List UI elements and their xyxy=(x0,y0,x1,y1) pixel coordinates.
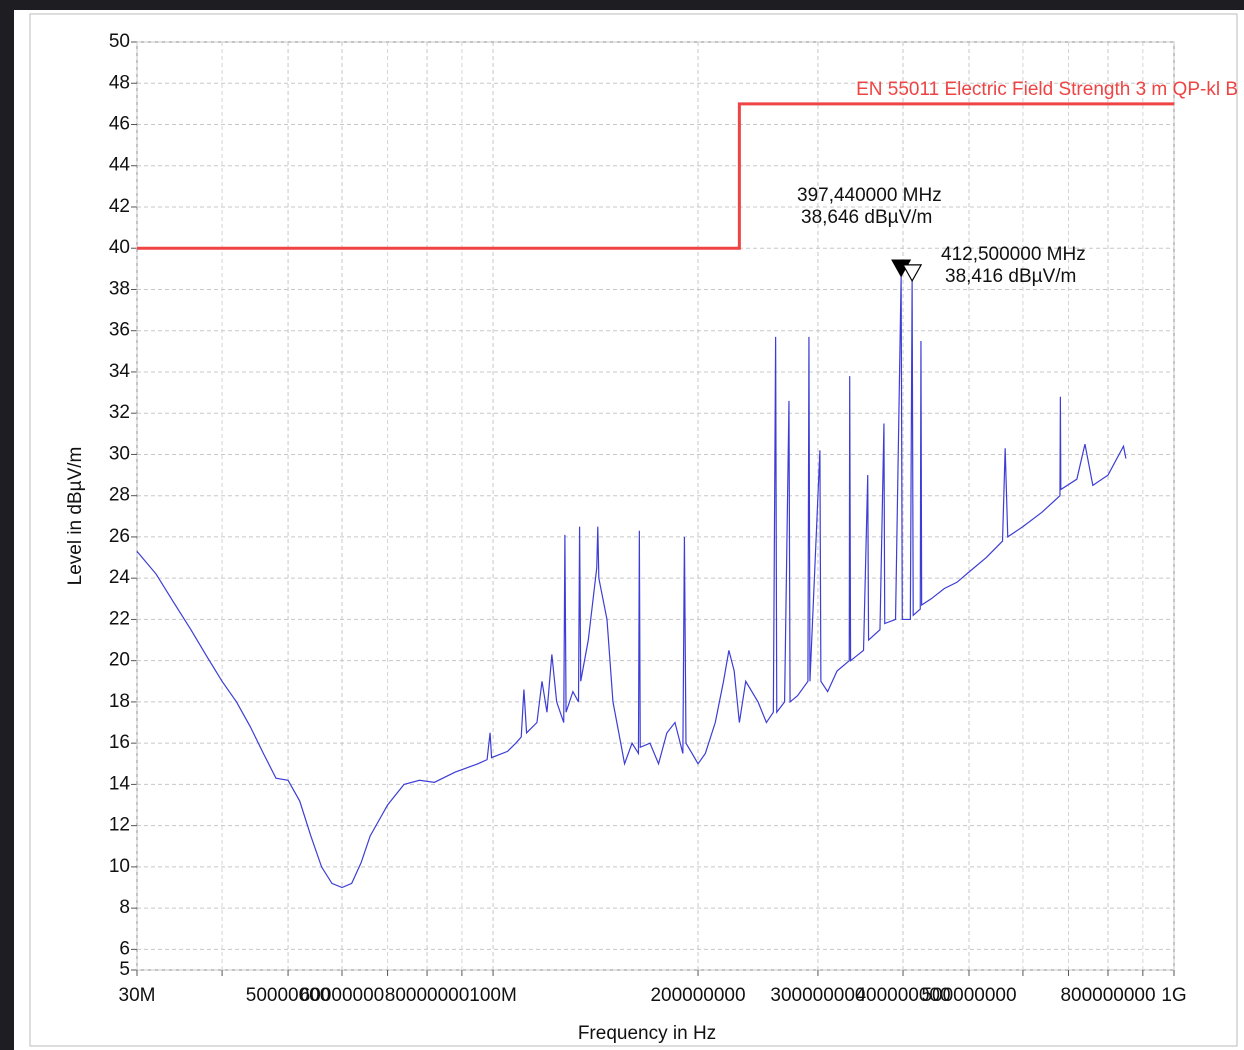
x-tick-label: 30M xyxy=(119,985,156,1006)
x-tick-label: 80000000 xyxy=(385,985,470,1006)
y-tick-label: 16 xyxy=(109,732,130,753)
limit-line xyxy=(137,102,1174,250)
y-tick-label: 40 xyxy=(109,237,130,258)
y-tick-label: 24 xyxy=(109,567,131,588)
y-tick-label: 32 xyxy=(109,402,130,423)
y-tick-label: 10 xyxy=(109,856,130,877)
marker-label: 412,500000 MHz xyxy=(941,244,1086,265)
marker-label: 38,416 dBµV/m xyxy=(945,266,1076,287)
marker-label: 38,646 dBµV/m xyxy=(801,207,932,228)
limit-label: EN 55011 Electric Field Strength 3 m QP-… xyxy=(856,79,1238,100)
y-tick-label: 44 xyxy=(109,155,131,176)
x-tick-label: 300000000 xyxy=(770,985,865,1006)
y-tick-label: 5 xyxy=(119,959,130,980)
y-tick-label: 50 xyxy=(109,31,130,52)
x-tick-label: 800000000 xyxy=(1060,985,1155,1006)
y-tick-label: 46 xyxy=(109,114,130,135)
y-tick-label: 20 xyxy=(109,650,130,671)
y-tick-label: 14 xyxy=(109,773,131,794)
y-tick-label: 18 xyxy=(109,691,130,712)
panel-border xyxy=(29,13,1238,1047)
trace xyxy=(136,276,1127,889)
marker xyxy=(902,264,923,283)
x-tick-label: 60000000 xyxy=(300,985,385,1006)
x-axis-title: Frequency in Hz xyxy=(578,1023,716,1044)
y-tick-label: 12 xyxy=(109,815,130,836)
y-tick-label: 8 xyxy=(119,897,130,918)
x-tick-label: 1G xyxy=(1161,985,1186,1006)
y-tick-label: 34 xyxy=(109,361,131,382)
y-tick-label: 6 xyxy=(119,938,130,959)
marker-label: 397,440000 MHz xyxy=(797,185,942,206)
y-tick-label: 42 xyxy=(109,196,130,217)
x-tick-label: 50000000 xyxy=(246,985,331,1006)
x-tick-label: 100M xyxy=(469,985,517,1006)
y-tick-label: 30 xyxy=(109,443,130,464)
x-tick-label: 500000000 xyxy=(921,985,1016,1006)
x-tick-label: 200000000 xyxy=(650,985,745,1006)
panel xyxy=(14,10,1244,1050)
y-tick-label: 26 xyxy=(109,526,130,547)
y-tick-label: 36 xyxy=(109,320,130,341)
y-tick-label: 48 xyxy=(109,72,130,93)
y-tick-label: 38 xyxy=(109,278,130,299)
x-tick-label: 400000000 xyxy=(855,985,950,1006)
y-tick-label: 22 xyxy=(109,608,130,629)
y-tick-label: 28 xyxy=(109,485,130,506)
y-axis-title: Level in dBµV/m xyxy=(65,447,86,586)
